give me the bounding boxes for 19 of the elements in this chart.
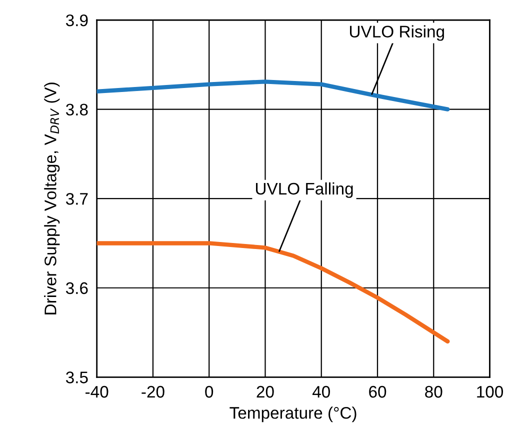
line-series [96,80,450,112]
x-tick-label: 80 [425,386,442,398]
y-tick-label: 3.7 [66,193,88,205]
x-tick-label: 40 [312,386,330,398]
annotation: UVLO Rising [350,25,444,41]
x-tick-label: -40 [86,386,108,398]
x-tick-label: 20 [256,386,274,398]
y-tick-label: 3.5 [66,372,88,384]
y-tick-label: 3.9 [66,14,88,26]
y-tick-label: 3.8 [66,104,88,116]
x-axis-title: Temperature (°C) [230,406,356,422]
annotation: UVLO Falling [256,182,353,198]
x-tick-label: 60 [369,386,386,398]
x-tick-label: 0 [205,386,214,398]
line-series [96,241,450,344]
y-axis-title: Driver Supply Voltage, V$_{DRV}$ (V) [44,82,60,314]
x-tick-label: -20 [142,386,164,398]
y-tick-label: 3.6 [66,282,88,294]
x-tick-label: 100 [477,386,504,398]
